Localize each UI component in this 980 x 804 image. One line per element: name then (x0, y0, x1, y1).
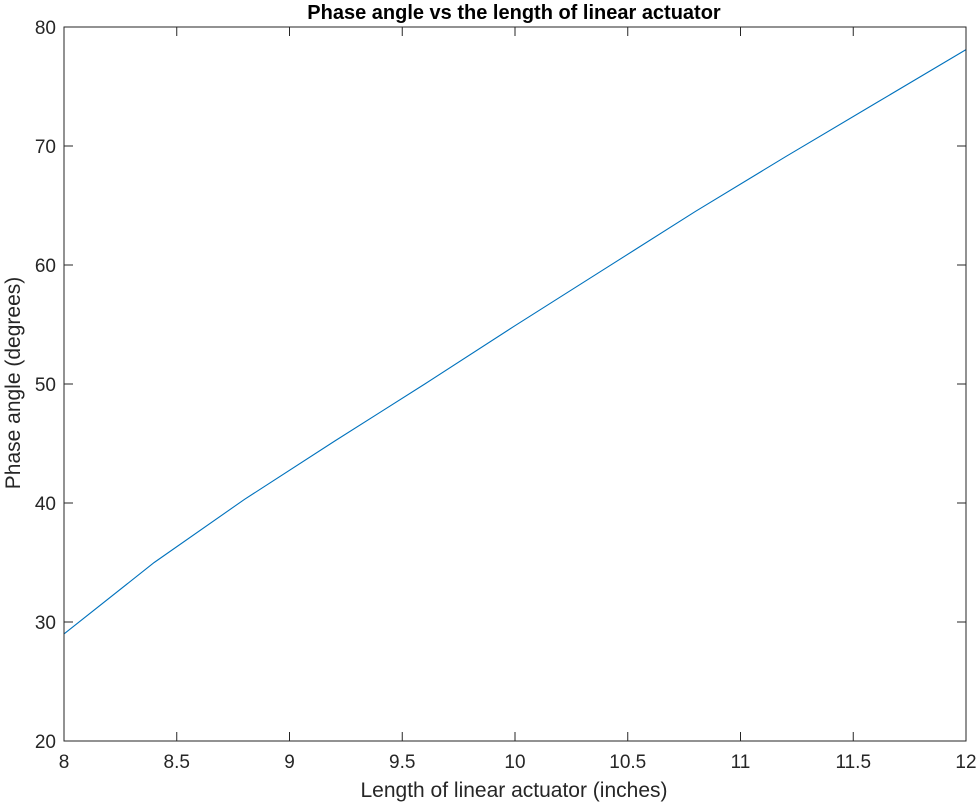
x-tick-label: 9 (284, 752, 295, 773)
y-tick-label: 20 (35, 732, 56, 753)
x-tick-label: 8.5 (164, 752, 190, 773)
x-tick-label: 11.5 (835, 752, 871, 773)
y-tick-label: 30 (35, 613, 56, 634)
x-axis-label: Length of linear actuator (inches) (360, 779, 667, 802)
x-tick-label: 9.5 (389, 752, 415, 773)
y-axis-ticks: 20 30 40 50 60 70 80 (35, 18, 966, 753)
x-tick-label: 11 (731, 752, 751, 773)
series-layer (63, 49, 967, 635)
x-tick-label: 10 (504, 752, 525, 773)
y-tick-label: 70 (35, 137, 56, 158)
plot-area-border (63, 26, 967, 742)
y-axis-label: Phase angle (degrees) (2, 277, 25, 489)
x-axis-ticks: 8 8.5 9 9.5 10 10.5 11 11.5 12 (59, 27, 977, 773)
y-tick-label: 60 (35, 256, 56, 277)
x-tick-label: 10.5 (609, 752, 646, 773)
x-tick-label: 8 (59, 752, 70, 773)
y-tick-label: 40 (35, 494, 56, 515)
series-line (63, 49, 967, 635)
y-tick-label: 50 (35, 375, 56, 396)
y-tick-label: 80 (35, 18, 56, 39)
x-tick-label: 12 (955, 752, 976, 773)
chart-title: Phase angle vs the length of linear actu… (307, 2, 721, 24)
